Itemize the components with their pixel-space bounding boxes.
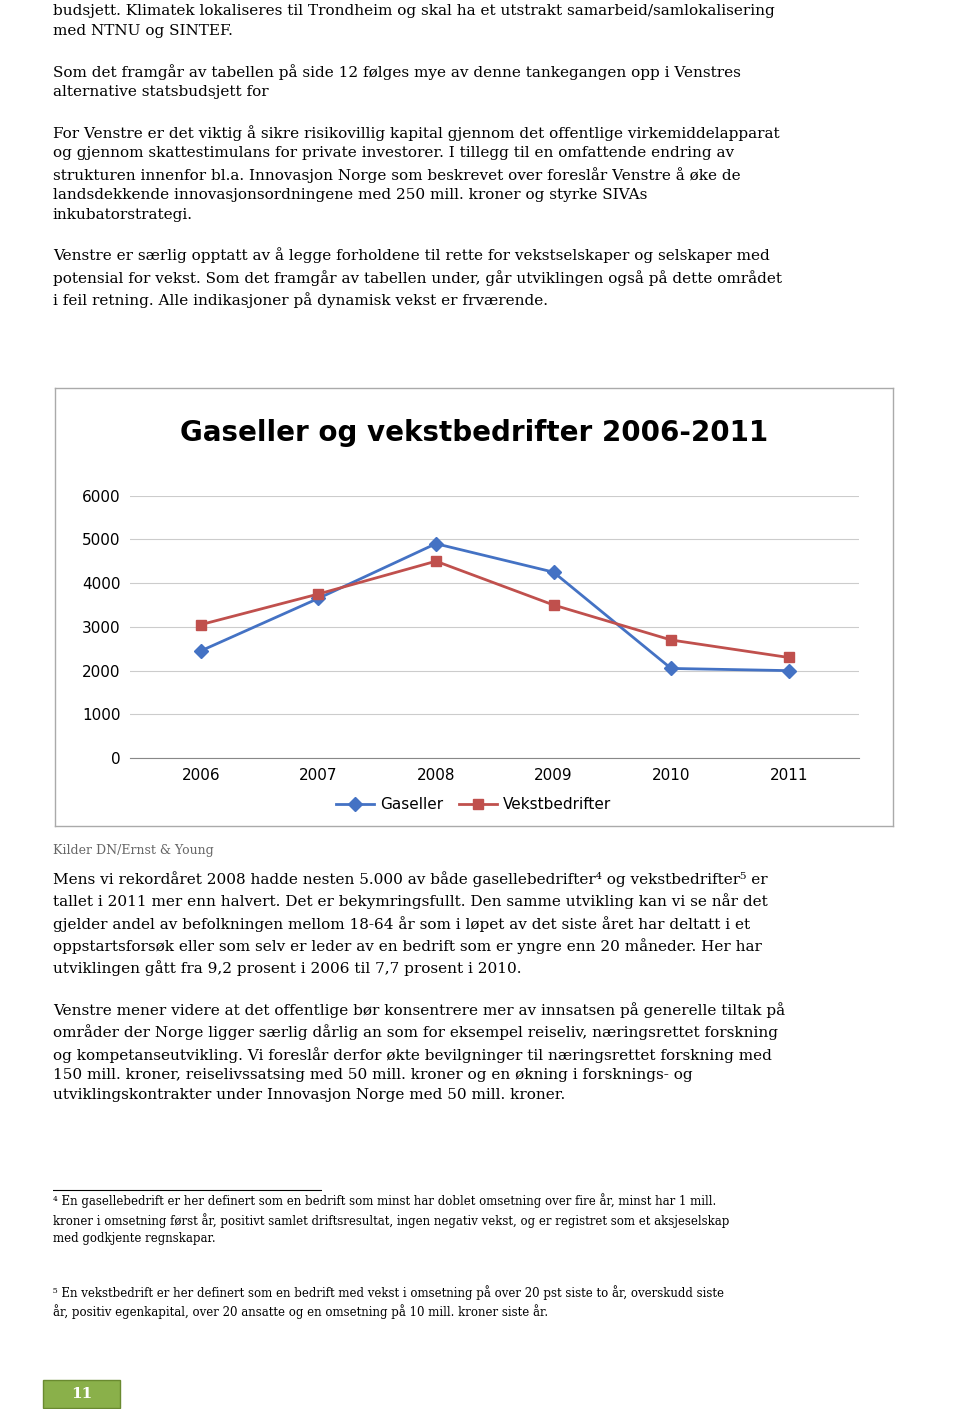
Text: Mens vi rekordåret 2008 hadde nesten 5.000 av både gasellebedrifter⁴ og vekstbed: Mens vi rekordåret 2008 hadde nesten 5.0… <box>53 871 785 1101</box>
Legend: Gaseller, Vekstbedrifter: Gaseller, Vekstbedrifter <box>330 791 617 819</box>
Text: ⁵ En vekstbedrift er her definert som en bedrift med vekst i omsetning på over 2: ⁵ En vekstbedrift er her definert som en… <box>53 1285 724 1319</box>
Text: ⁴ En gasellebedrift er her definert som en bedrift som minst har doblet omsetnin: ⁴ En gasellebedrift er her definert som … <box>53 1193 730 1244</box>
FancyBboxPatch shape <box>42 1380 121 1408</box>
Text: Kilder DN/Ernst & Young: Kilder DN/Ernst & Young <box>53 844 213 857</box>
Text: budsjett. Klimatek lokaliseres til Trondheim og skal ha et utstrakt samarbeid/sa: budsjett. Klimatek lokaliseres til Trond… <box>53 4 781 308</box>
Text: 11: 11 <box>71 1387 92 1401</box>
Text: Gaseller og vekstbedrifter 2006-2011: Gaseller og vekstbedrifter 2006-2011 <box>180 419 768 448</box>
